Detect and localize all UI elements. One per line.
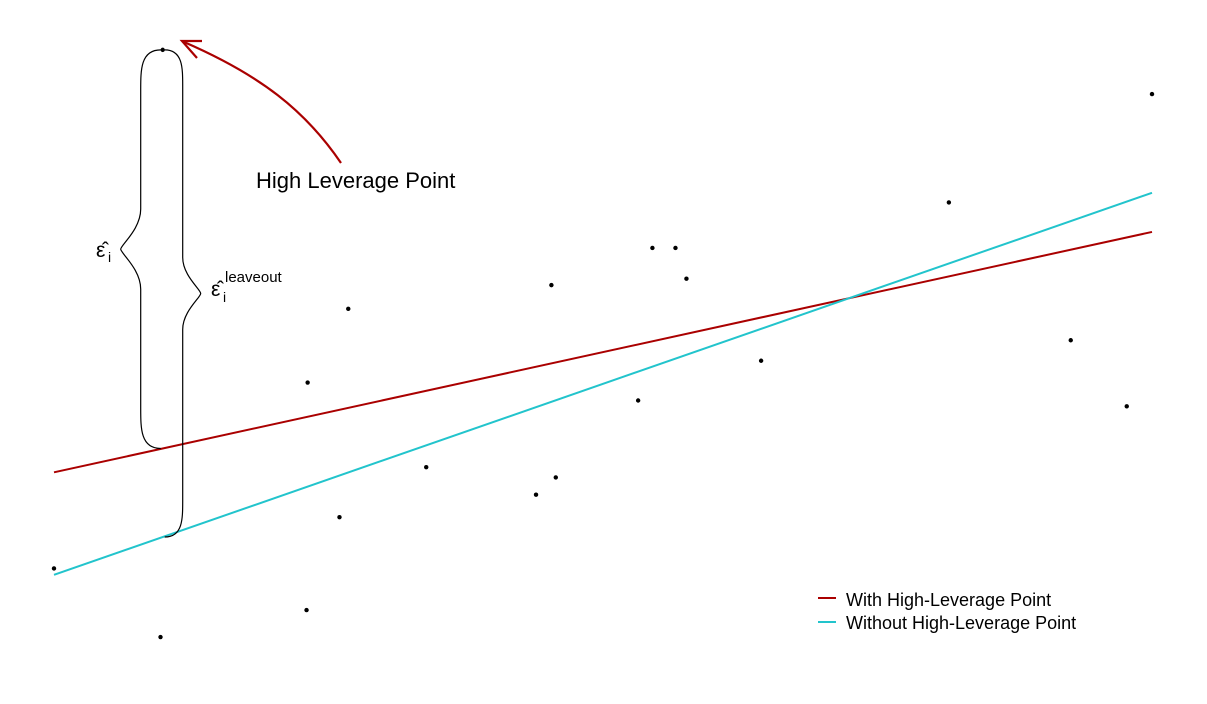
legend: With High-Leverage Point Without High-Le… bbox=[818, 590, 1076, 633]
data-point bbox=[305, 380, 310, 385]
legend-label-with: With High-Leverage Point bbox=[846, 590, 1051, 610]
data-point bbox=[346, 306, 351, 312]
data-point bbox=[424, 464, 429, 470]
high-leverage-arrowhead bbox=[179, 39, 202, 59]
legend-label-without: Without High-Leverage Point bbox=[846, 613, 1076, 633]
regression-lines bbox=[53, 191, 1153, 576]
data-point bbox=[946, 200, 952, 205]
data-points bbox=[51, 47, 1155, 640]
data-point bbox=[673, 245, 678, 251]
data-point bbox=[533, 492, 539, 497]
data-point bbox=[1068, 338, 1073, 343]
regression-line-without bbox=[53, 191, 1153, 576]
data-point bbox=[650, 245, 655, 251]
data-point bbox=[549, 282, 554, 288]
high-leverage-point bbox=[160, 47, 165, 53]
eps-leaveout-subscript: i bbox=[223, 289, 226, 305]
data-point bbox=[1124, 404, 1129, 409]
data-point bbox=[304, 607, 309, 613]
data-point bbox=[553, 475, 558, 480]
data-point bbox=[684, 276, 689, 281]
data-point bbox=[758, 358, 764, 363]
eps-leaveout-superscript: leaveout bbox=[225, 269, 283, 286]
data-point bbox=[51, 566, 57, 571]
residual-brace-with bbox=[120, 49, 161, 450]
regression-line-with bbox=[53, 230, 1153, 474]
data-point bbox=[158, 634, 163, 640]
eps-hat-subscript: i bbox=[108, 249, 111, 265]
residual-brace-leaveout bbox=[164, 49, 202, 538]
data-point bbox=[337, 514, 342, 520]
high-leverage-label: High Leverage Point bbox=[256, 168, 455, 193]
data-point bbox=[1149, 91, 1155, 97]
data-point bbox=[635, 398, 641, 403]
high-leverage-arrow bbox=[183, 40, 342, 164]
